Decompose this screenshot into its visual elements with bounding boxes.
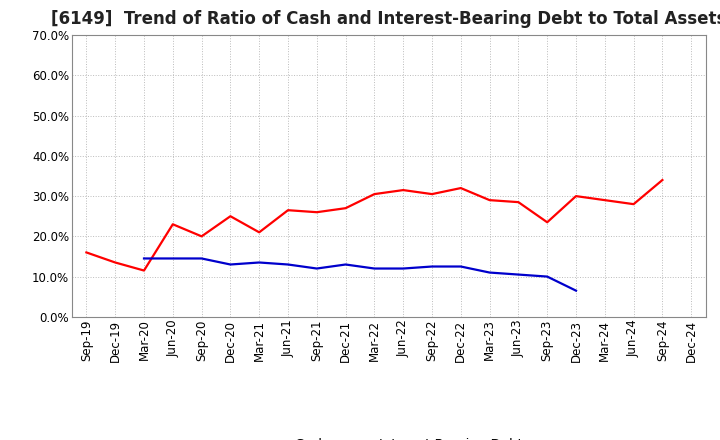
- Cash: [399, 187, 408, 193]
- Cash: [168, 222, 177, 227]
- Cash: [312, 209, 321, 215]
- Cash: [514, 199, 523, 205]
- Title: [6149]  Trend of Ratio of Cash and Interest-Bearing Debt to Total Assets: [6149] Trend of Ratio of Cash and Intere…: [51, 10, 720, 28]
- Interest-Bearing Debt: [572, 288, 580, 293]
- Interest-Bearing Debt: [197, 256, 206, 261]
- Cash: [82, 250, 91, 255]
- Line: Interest-Bearing Debt: Interest-Bearing Debt: [144, 258, 576, 291]
- Interest-Bearing Debt: [485, 270, 494, 275]
- Interest-Bearing Debt: [226, 262, 235, 267]
- Interest-Bearing Debt: [370, 266, 379, 271]
- Cash: [197, 234, 206, 239]
- Interest-Bearing Debt: [514, 272, 523, 277]
- Cash: [658, 177, 667, 183]
- Interest-Bearing Debt: [399, 266, 408, 271]
- Interest-Bearing Debt: [456, 264, 465, 269]
- Cash: [485, 198, 494, 203]
- Cash: [600, 198, 609, 203]
- Interest-Bearing Debt: [168, 256, 177, 261]
- Cash: [140, 268, 148, 273]
- Cash: [111, 260, 120, 265]
- Cash: [341, 205, 350, 211]
- Interest-Bearing Debt: [543, 274, 552, 279]
- Cash: [543, 220, 552, 225]
- Cash: [284, 208, 292, 213]
- Cash: [370, 191, 379, 197]
- Cash: [572, 194, 580, 199]
- Cash: [428, 191, 436, 197]
- Interest-Bearing Debt: [341, 262, 350, 267]
- Interest-Bearing Debt: [312, 266, 321, 271]
- Interest-Bearing Debt: [255, 260, 264, 265]
- Cash: [456, 185, 465, 191]
- Legend: Cash, Interest-Bearing Debt: Cash, Interest-Bearing Debt: [249, 433, 528, 440]
- Interest-Bearing Debt: [428, 264, 436, 269]
- Cash: [255, 230, 264, 235]
- Cash: [629, 202, 638, 207]
- Cash: [226, 213, 235, 219]
- Line: Cash: Cash: [86, 180, 662, 271]
- Interest-Bearing Debt: [284, 262, 292, 267]
- Interest-Bearing Debt: [140, 256, 148, 261]
